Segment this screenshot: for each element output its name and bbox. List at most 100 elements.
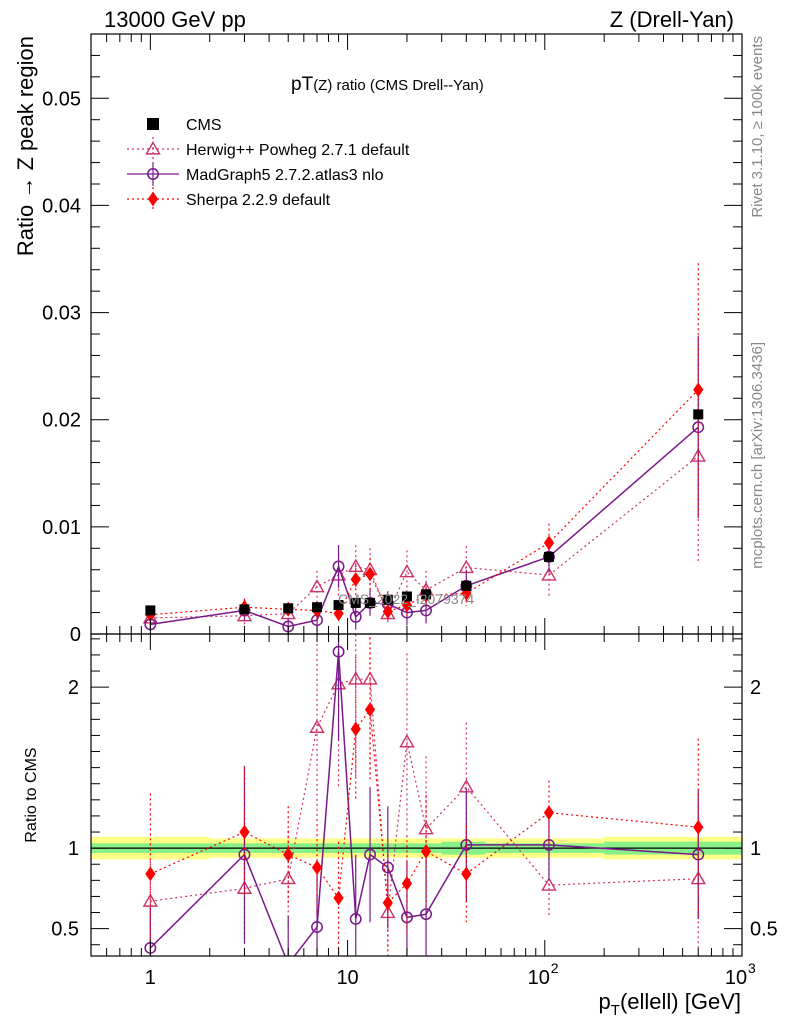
legend: CMS Herwig++ Powheg 2.7.1 default MadGraph… [127, 117, 410, 211]
ratio-y-axis-label: Ratio to CMS [23, 747, 40, 842]
legend-label: Sherpa 2.2.9 default [186, 192, 331, 209]
cms-data-point [401, 591, 412, 602]
cms-data-point [350, 597, 361, 608]
sherpa-2-2-9-default-ratio-point [239, 824, 250, 840]
y-tick-label: 0.01 [42, 517, 81, 539]
madgraph5-2-7-2-atlas3-nlo-point [364, 596, 376, 609]
herwig-powheg-2-7-1-default-ratio-point [142, 893, 159, 907]
sherpa-2-2-9-default-point [350, 571, 361, 587]
sherpa-2-2-9-default-ratio-point [382, 895, 393, 911]
y-axis-label: Ratio → Z peak region [13, 36, 38, 256]
herwig-powheg-2-7-1-default-ratio-point [418, 820, 434, 835]
cms-data-point [333, 600, 344, 611]
legend-marker [145, 141, 161, 155]
sherpa-2-2-9-default-ratio-point [543, 805, 555, 821]
herwig-powheg-2-7-1-default-point [309, 578, 325, 593]
madgraph5-2-7-2-atlas3-nlo-ratio-point [349, 913, 362, 925]
chart-title-rest: ratio (CMS Drell--Yan) [332, 77, 483, 94]
ratio-y-tick-label: 0.5 [51, 919, 79, 941]
x-tick-label-exponent: 2 [551, 960, 559, 976]
ratio-panel: 1 10 10 2 10 30.5 0.51 12 2 [51, 633, 778, 989]
madgraph5-2-7-2-atlas3-nlo-point [349, 610, 362, 623]
sherpa-2-2-9-default-point [382, 604, 393, 619]
x-axis-label-sub: T [611, 1002, 620, 1019]
header-right-label: Z (Drell-Yan) [610, 7, 734, 32]
madgraph5-2-7-2-atlas3-nlo-ratio-point [543, 838, 555, 851]
ratio-y-tick-label: 2 [68, 677, 79, 699]
madgraph5-2-7-2-atlas3-nlo-ratio-point [311, 921, 323, 933]
madgraph5-2-7-2-atlas3-nlo-point [420, 604, 433, 617]
madgraph5-2-7-2-atlas3-nlo-point [692, 421, 705, 434]
ratio-y-tick-label-right: 2 [750, 677, 761, 699]
ratio-y-tick-label-right: 1 [750, 838, 761, 860]
sherpa-2-2-9-default-ratio-point [420, 843, 432, 859]
chart-title-paren: (Z) [313, 77, 332, 94]
chart-title: pT(Z) ratio (CMS Drell--Yan) [291, 74, 484, 95]
herwig-powheg-2-7-1-default-ratio-point [541, 877, 557, 891]
herwig-powheg-2-7-1-default-ratio-line [150, 678, 699, 913]
sherpa-2-2-9-default-ratio-point [333, 890, 344, 906]
herwig-powheg-2-7-1-default-point [399, 563, 415, 578]
sherpa-2-2-9-default-point [364, 566, 376, 582]
cms-data-point [382, 594, 393, 605]
sherpa-2-2-9-default-line [150, 389, 699, 616]
x-tick-label: 10 [528, 967, 550, 989]
sherpa-2-2-9-default-ratio-point [145, 866, 156, 882]
legend-marker [147, 168, 159, 180]
sherpa-2-2-9-default-ratio-point [401, 876, 413, 891]
madgraph5-2-7-2-atlas3-nlo-ratio-point [283, 959, 293, 969]
x-tick-label: 10 [336, 967, 358, 989]
x-tick-label: 10 [725, 967, 747, 989]
mcplots-label: mcplots.cern.ch [arXiv:1306.3436] [749, 342, 766, 569]
cms-data-point [543, 551, 554, 562]
y-tick-label: 0.05 [42, 88, 81, 110]
cms-data-point [239, 604, 250, 615]
ratio-panel-frame [90, 633, 743, 957]
chart-title-main: pT [291, 74, 314, 95]
ratio-y-tick-label: 1 [68, 838, 79, 860]
x-axis-label: pT(ellell) [GeV] [599, 989, 741, 1019]
legend-marker [147, 191, 159, 207]
madgraph5-2-7-2-atlas3-nlo-ratio-point [460, 838, 473, 851]
herwig-powheg-2-7-1-default-ratio-point [348, 671, 364, 685]
y-tick-label: 0.03 [42, 303, 81, 325]
cms-data-point [145, 605, 156, 616]
cms-data-point [365, 597, 376, 608]
madgraph5-2-7-2-atlas3-nlo-point [543, 550, 555, 563]
herwig-powheg-2-7-1-default-ratio-point [309, 719, 325, 733]
sherpa-2-2-9-default-point [333, 606, 344, 622]
cms-data-point [461, 580, 472, 591]
cms-data-point [283, 603, 294, 614]
madgraph5-2-7-2-atlas3-nlo-ratio-point [420, 908, 433, 921]
y-tick-label: 0.04 [42, 195, 81, 217]
rivet-version-label: Rivet 3.1.10, ≥ 100k events [749, 36, 766, 218]
madgraph5-2-7-2-atlas3-nlo-ratio-point [332, 645, 345, 658]
sherpa-2-2-9-default-ratio-point [311, 860, 323, 875]
sherpa-2-2-9-default-ratio-point [364, 702, 376, 718]
sherpa-2-2-9-default-point [693, 382, 704, 398]
sherpa-2-2-9-default-ratio-point [693, 819, 704, 835]
legend-label: CMS [186, 117, 222, 134]
sherpa-2-2-9-default-ratio-point [350, 721, 361, 737]
herwig-powheg-2-7-1-default-point [541, 567, 557, 581]
x-axis-label-p: p [599, 989, 611, 1014]
ratio-y-tick-label-right: 0.5 [750, 919, 778, 941]
sherpa-2-2-9-default-ratio-point [461, 866, 472, 882]
sherpa-2-2-9-default-ratio-line [150, 708, 699, 905]
legend-label: MadGraph5 2.7.2.atlas3 nlo [186, 167, 384, 184]
legend-marker [147, 118, 159, 130]
analysis-watermark: CMS_2022_I2079374 [338, 591, 474, 607]
herwig-powheg-2-7-1-default-point [348, 558, 364, 573]
herwig-powheg-2-7-1-default-ratio-point [280, 870, 296, 885]
cms-data-point [693, 409, 704, 420]
y-tick-label: 0.02 [42, 410, 81, 432]
madgraph5-2-7-2-atlas3-nlo-ratio-point [381, 861, 394, 874]
madgraph5-2-7-2-atlas3-nlo-ratio-point [364, 848, 376, 861]
legend-label: Herwig++ Powheg 2.7.1 default [186, 142, 410, 159]
sherpa-2-2-9-default-point [543, 535, 555, 551]
x-axis-label-rest: (ellell) [GeV] [620, 989, 741, 1014]
madgraph5-2-7-2-atlas3-nlo-ratio-line [149, 651, 699, 956]
sherpa-2-2-9-default-point [401, 597, 413, 613]
sherpa-2-2-9-default-ratio-point [283, 847, 294, 862]
